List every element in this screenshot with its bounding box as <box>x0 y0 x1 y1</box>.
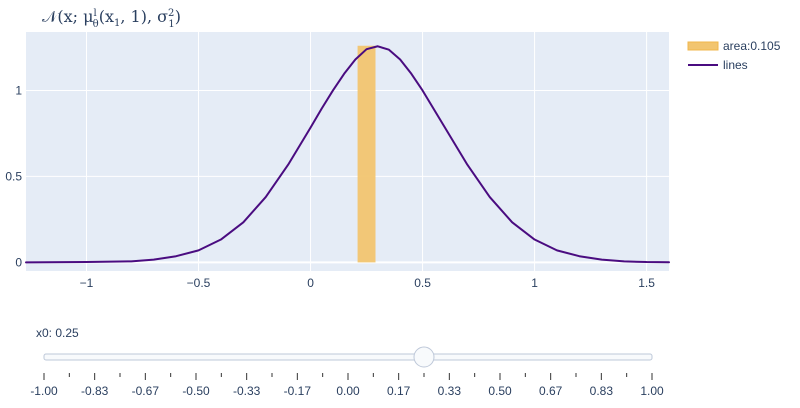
slider-tick-label: 0.33 <box>438 384 462 398</box>
plot-background <box>26 32 669 271</box>
title-sub3: 1 <box>168 19 174 30</box>
x0-slider[interactable]: x0: 0.25 -1.00 -0.83 -0.67 -0.50 -0.33 -0.17 0… <box>30 326 664 398</box>
legend[interactable]: area:0.105 lines <box>687 39 781 72</box>
x-tick-label: −1 <box>80 276 94 290</box>
slider-rail[interactable] <box>43 353 653 361</box>
y-tick-label: 0.5 <box>5 169 22 183</box>
x-tick-label: 0 <box>307 276 314 290</box>
title-sup1: l <box>93 8 96 19</box>
legend-item-area[interactable]: area:0.105 <box>687 39 781 53</box>
title-sub1: θ <box>93 19 99 30</box>
slider-tick-label: 0.50 <box>488 384 512 398</box>
y-tick-label: 0 <box>15 255 22 269</box>
slider-handle[interactable] <box>413 346 435 368</box>
x-tick-label: 1.5 <box>638 276 655 290</box>
y-axis-ticks: 00.51 <box>5 83 22 269</box>
data-layer <box>25 45 670 264</box>
legend-item-lines[interactable]: lines <box>688 58 748 72</box>
area-bar <box>357 45 376 263</box>
title-close: ) <box>175 7 181 26</box>
slider-tick-label: -0.33 <box>233 384 261 398</box>
y-tick-label: 1 <box>15 83 22 97</box>
title-main: 𝒩(x; μ <box>42 7 93 26</box>
title-sub2: 1 <box>114 18 120 29</box>
slider-tick-label: 1.00 <box>640 384 664 398</box>
slider-tick-label: 0.00 <box>336 384 360 398</box>
density-line <box>25 45 670 264</box>
title-end: , 1), σ <box>120 7 168 26</box>
chart-title: 𝒩(x; μl θ(x1, 1), σ2 1) <box>42 7 181 30</box>
slider-tick-label: -1.00 <box>30 384 58 398</box>
legend-label-area: area:0.105 <box>723 39 781 53</box>
slider-current-value: x0: 0.25 <box>36 326 79 340</box>
x-axis-ticks: −1 −0.5 0 0.5 1 1.5 <box>80 276 656 290</box>
x-tick-label: −0.5 <box>187 276 211 290</box>
slider-tick-label: 0.83 <box>590 384 614 398</box>
legend-label-lines: lines <box>723 58 748 72</box>
slider-tick-label: -0.17 <box>284 384 312 398</box>
slider-ticks: -1.00 -0.83 -0.67 -0.50 -0.33 -0.17 0.00 0.17 0.… <box>30 373 664 398</box>
x-tick-label: 1 <box>531 276 538 290</box>
slider-tick-label: 0.17 <box>387 384 411 398</box>
slider-tick-label: -0.83 <box>81 384 109 398</box>
title-mid: (x <box>99 7 114 26</box>
slider-tick-label: -0.50 <box>182 384 210 398</box>
slider-tick-label: -0.67 <box>132 384 160 398</box>
slider-tick-label: 0.67 <box>539 384 563 398</box>
title-sup2: 2 <box>168 8 174 19</box>
gridlines <box>26 32 669 271</box>
x-tick-label: 0.5 <box>414 276 431 290</box>
legend-swatch-area <box>687 41 719 51</box>
